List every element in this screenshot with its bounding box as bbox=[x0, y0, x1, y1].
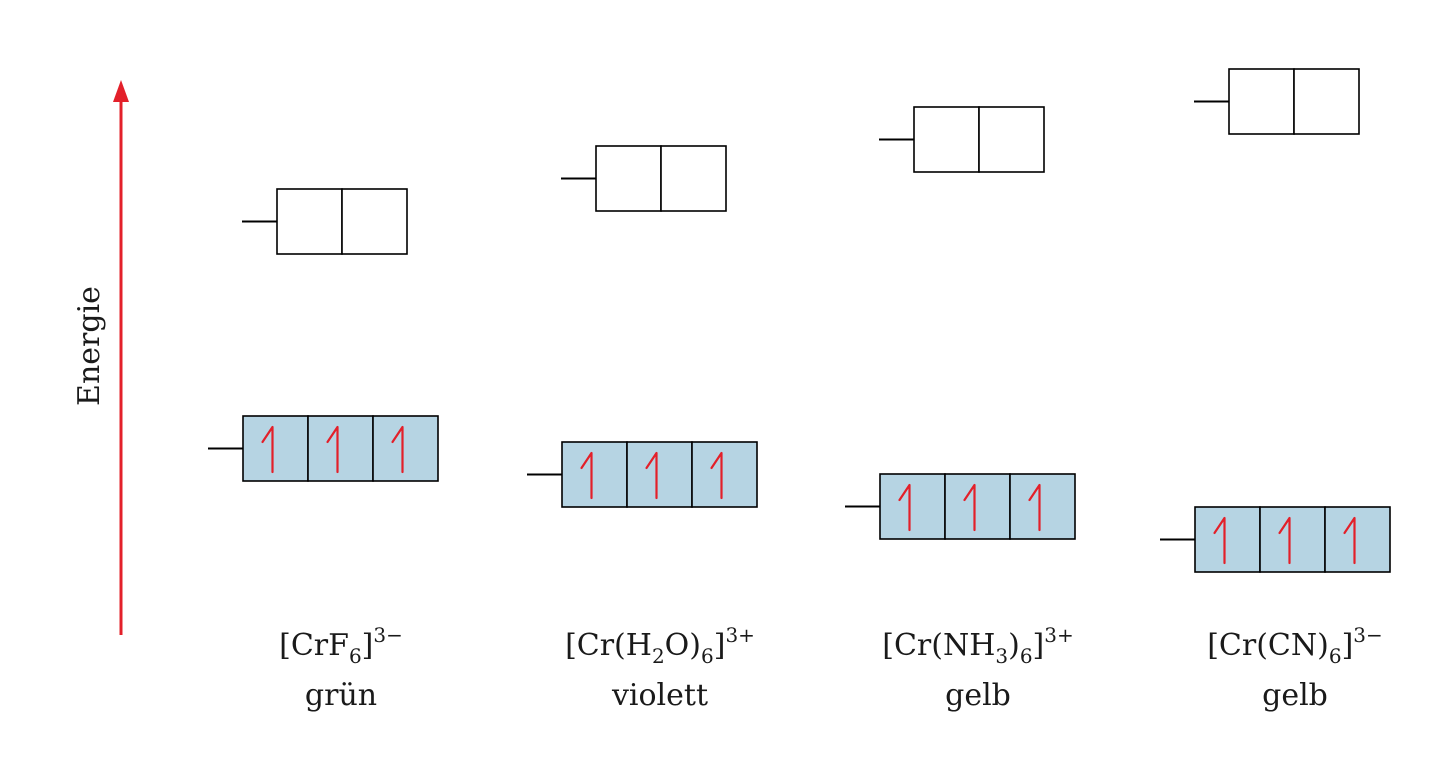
formula-open: [CrF bbox=[279, 628, 349, 663]
t2g-level bbox=[1160, 506, 1391, 573]
formula-sub-2: 6 bbox=[1020, 644, 1033, 668]
complex-formula: [Cr(NH3)6]3+ bbox=[882, 623, 1074, 668]
complex-color-name: grün bbox=[305, 678, 377, 713]
t2g-level bbox=[845, 473, 1076, 540]
formula-charge: 3− bbox=[1353, 623, 1382, 647]
orbital-box bbox=[1324, 506, 1391, 573]
complex-formula: [Cr(CN)6]3− bbox=[1207, 623, 1383, 668]
orbital-box bbox=[978, 106, 1045, 173]
formula-charge: 3+ bbox=[725, 623, 754, 647]
electron-spin-up-arrow bbox=[580, 451, 593, 500]
orbital-box bbox=[595, 145, 662, 212]
formula-sub-1: 3 bbox=[995, 644, 1008, 668]
formula-open: [Cr(CN) bbox=[1207, 628, 1329, 663]
orbital-box bbox=[626, 441, 693, 508]
formula-charge: 3− bbox=[373, 623, 402, 647]
orbital-box bbox=[913, 106, 980, 173]
eg-level bbox=[242, 188, 408, 255]
electron-spin-up-arrow bbox=[1343, 516, 1356, 565]
orbital-box bbox=[691, 441, 758, 508]
complex-formula: [Cr(H2O)6]3+ bbox=[565, 623, 755, 668]
orbital-box bbox=[242, 415, 309, 482]
electron-spin-up-arrow bbox=[1278, 516, 1291, 565]
formula-open: [Cr(H bbox=[565, 628, 652, 663]
formula-sub-1: 6 bbox=[1329, 644, 1342, 668]
energy-arrow-head bbox=[113, 80, 129, 102]
orbital-box bbox=[1009, 473, 1076, 540]
electron-spin-up-arrow bbox=[391, 425, 404, 474]
orbital-box bbox=[1293, 68, 1360, 135]
formula-close: ] bbox=[362, 628, 374, 663]
orbital-box bbox=[561, 441, 628, 508]
formula-close: ] bbox=[714, 628, 726, 663]
complex-column-1: [CrF6]3− grün bbox=[208, 188, 439, 713]
orbital-box bbox=[341, 188, 408, 255]
orbital-box bbox=[1194, 506, 1261, 573]
electron-spin-up-arrow bbox=[1028, 483, 1041, 532]
complex-column-4: [Cr(CN)6]3− gelb bbox=[1160, 68, 1391, 713]
complex-color-name: gelb bbox=[1262, 678, 1328, 713]
formula-close: ] bbox=[1342, 628, 1354, 663]
orbital-box bbox=[276, 188, 343, 255]
orbital-box bbox=[660, 145, 727, 212]
eg-level bbox=[879, 106, 1045, 173]
orbital-box bbox=[944, 473, 1011, 540]
formula-sub-1: 2 bbox=[652, 644, 665, 668]
complex-formula: [CrF6]3− bbox=[279, 623, 403, 668]
electron-spin-up-arrow bbox=[710, 451, 723, 500]
electron-spin-up-arrow bbox=[1213, 516, 1226, 565]
electron-spin-up-arrow bbox=[963, 483, 976, 532]
complex-column-3: [Cr(NH3)6]3+ gelb bbox=[845, 106, 1076, 713]
t2g-level bbox=[527, 441, 758, 508]
formula-mid: ) bbox=[1008, 628, 1020, 663]
eg-level bbox=[561, 145, 727, 212]
formula-mid: O) bbox=[665, 628, 701, 663]
complex-color-name: gelb bbox=[945, 678, 1011, 713]
electron-spin-up-arrow bbox=[898, 483, 911, 532]
electron-spin-up-arrow bbox=[326, 425, 339, 474]
formula-sub-2: 6 bbox=[701, 644, 714, 668]
orbital-box bbox=[1259, 506, 1326, 573]
orbital-box bbox=[1228, 68, 1295, 135]
eg-level bbox=[1194, 68, 1360, 135]
electron-spin-up-arrow bbox=[261, 425, 274, 474]
orbital-box bbox=[307, 415, 374, 482]
energy-axis: Energie bbox=[72, 80, 129, 635]
formula-sub-1: 6 bbox=[349, 644, 362, 668]
formula-open: [Cr(NH bbox=[882, 628, 995, 663]
energy-axis-label: Energie bbox=[72, 286, 107, 406]
complex-column-2: [Cr(H2O)6]3+ violett bbox=[527, 145, 758, 713]
orbital-box bbox=[879, 473, 946, 540]
orbital-box bbox=[372, 415, 439, 482]
electron-spin-up-arrow bbox=[645, 451, 658, 500]
formula-charge: 3+ bbox=[1044, 623, 1073, 647]
complex-color-name: violett bbox=[611, 678, 708, 713]
formula-close: ] bbox=[1033, 628, 1045, 663]
t2g-level bbox=[208, 415, 439, 482]
